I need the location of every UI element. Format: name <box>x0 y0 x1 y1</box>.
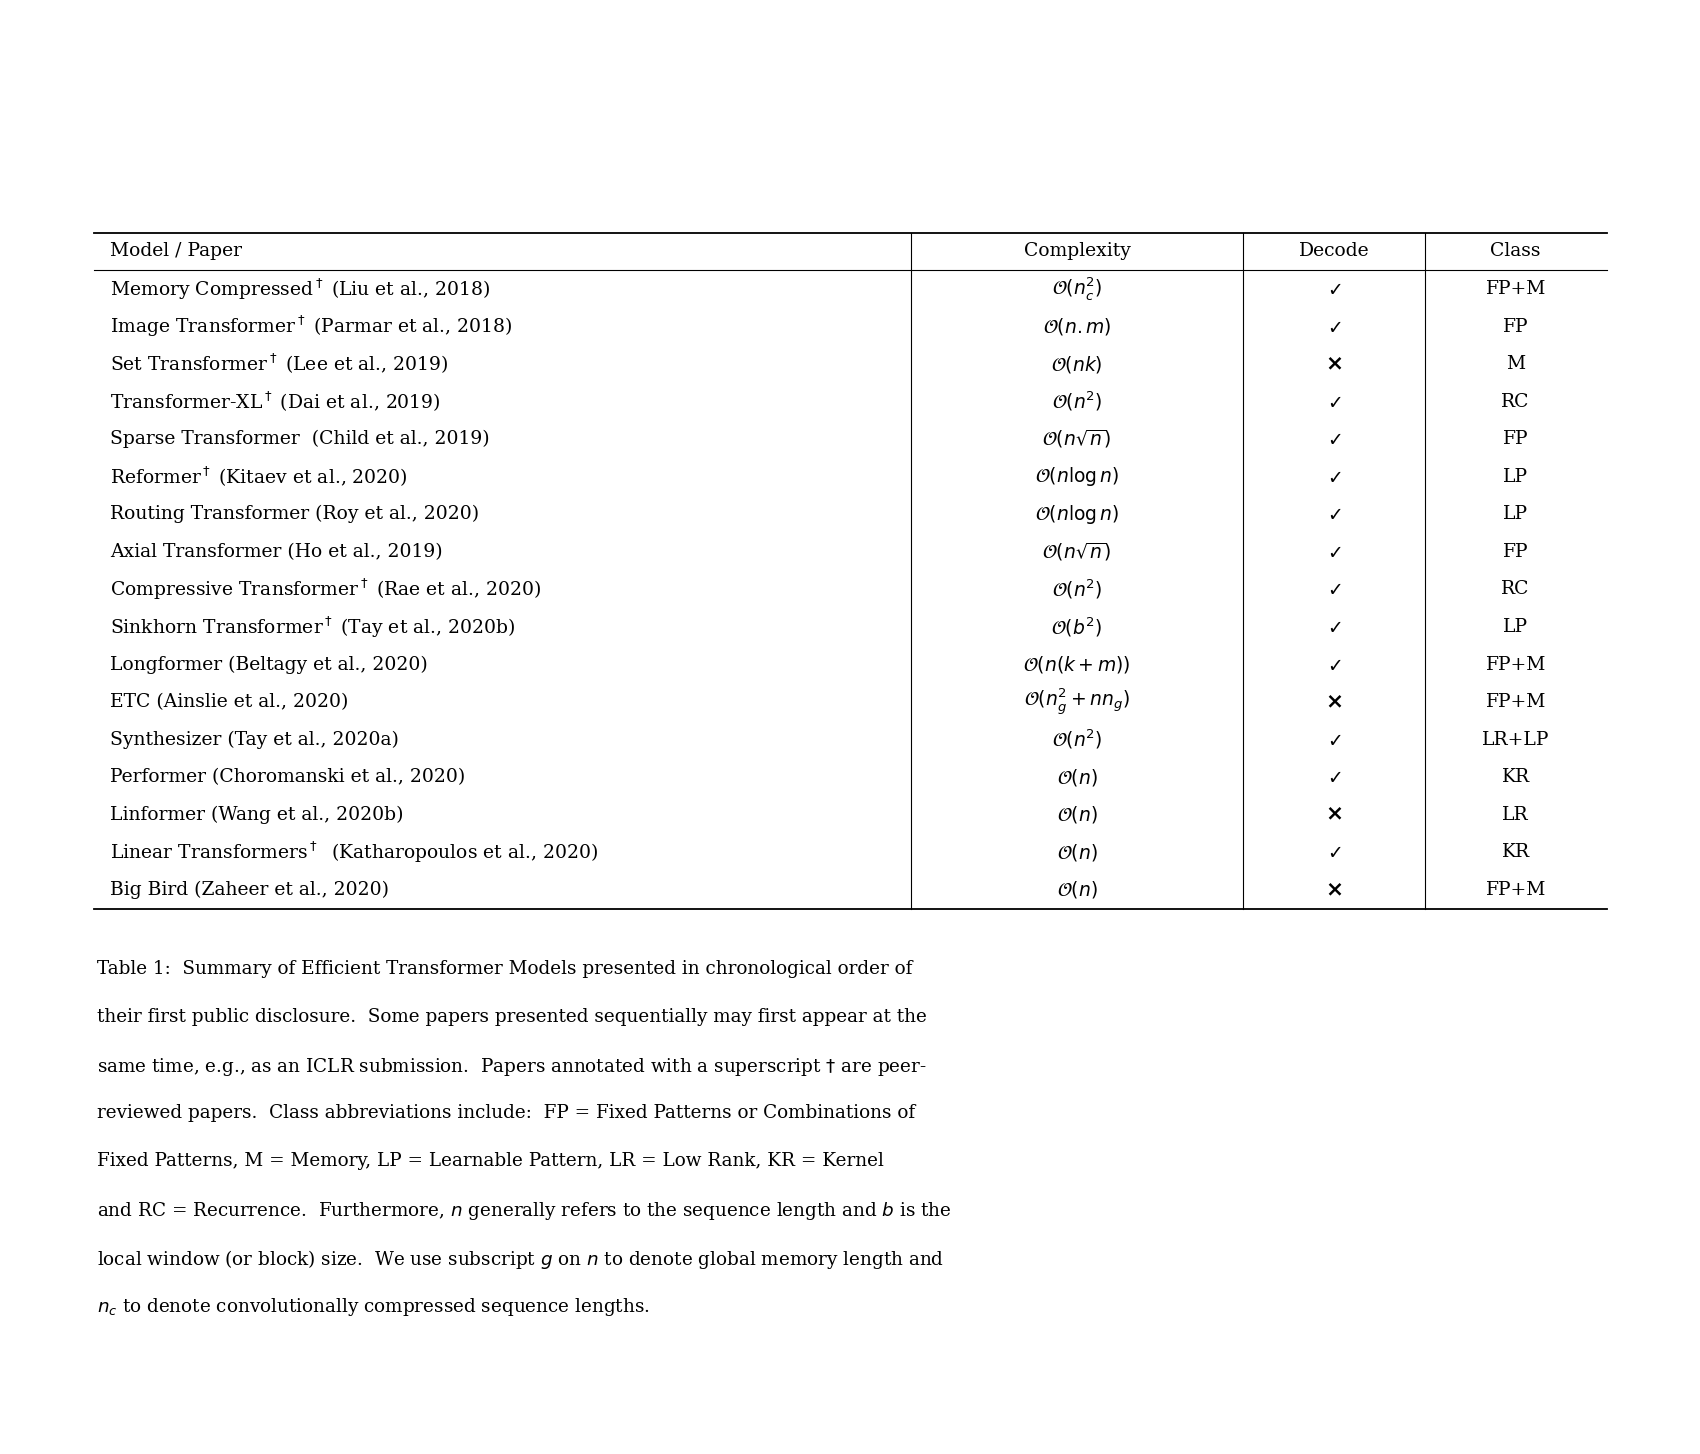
Text: $\boldsymbol{\times}$: $\boldsymbol{\times}$ <box>1326 353 1343 375</box>
Text: $\mathcal{O}(n \log n)$: $\mathcal{O}(n \log n)$ <box>1035 503 1119 526</box>
Text: $\checkmark$: $\checkmark$ <box>1328 317 1341 336</box>
Text: $\mathcal{O}(n)$: $\mathcal{O}(n)$ <box>1057 766 1097 788</box>
Text: $\mathcal{O}(nk)$: $\mathcal{O}(nk)$ <box>1051 353 1103 375</box>
Text: $\boldsymbol{\times}$: $\boldsymbol{\times}$ <box>1326 804 1343 826</box>
Text: $\mathcal{O}(b^2)$: $\mathcal{O}(b^2)$ <box>1051 615 1103 638</box>
Text: Class: Class <box>1491 243 1540 260</box>
Text: Longformer (Beltagy et al., 2020): Longformer (Beltagy et al., 2020) <box>110 656 428 673</box>
Text: $\checkmark$: $\checkmark$ <box>1328 542 1341 561</box>
Text: their first public disclosure.  Some papers presented sequentially may first app: their first public disclosure. Some pape… <box>97 1008 926 1025</box>
Text: $\checkmark$: $\checkmark$ <box>1328 580 1341 599</box>
Text: Big Bird (Zaheer et al., 2020): Big Bird (Zaheer et al., 2020) <box>110 881 389 899</box>
Text: Compressive Transformer$^\dagger$ (Rae et al., 2020): Compressive Transformer$^\dagger$ (Rae e… <box>110 577 542 602</box>
Text: Model / Paper: Model / Paper <box>110 243 243 260</box>
Text: Table 1:  Summary of Efficient Transformer Models presented in chronological ord: Table 1: Summary of Efficient Transforme… <box>97 960 913 977</box>
Text: $n_c$ to denote convolutionally compressed sequence lengths.: $n_c$ to denote convolutionally compress… <box>97 1296 649 1317</box>
Text: Sinkhorn Transformer$^\dagger$ (Tay et al., 2020b): Sinkhorn Transformer$^\dagger$ (Tay et a… <box>110 614 515 640</box>
Text: $\boldsymbol{\times}$: $\boldsymbol{\times}$ <box>1326 691 1343 712</box>
Text: Linear Transformers$^\dagger$  (Katharopoulos et al., 2020): Linear Transformers$^\dagger$ (Katharopo… <box>110 839 598 865</box>
Text: $\mathcal{O}(n_g^2 + nn_g)$: $\mathcal{O}(n_g^2 + nn_g)$ <box>1023 688 1130 717</box>
Text: FP+M: FP+M <box>1486 881 1545 899</box>
Text: Synthesizer (Tay et al., 2020a): Synthesizer (Tay et al., 2020a) <box>110 730 400 749</box>
Text: LP: LP <box>1503 506 1528 523</box>
Text: FP+M: FP+M <box>1486 656 1545 673</box>
Text: Sparse Transformer  (Child et al., 2019): Sparse Transformer (Child et al., 2019) <box>110 430 490 448</box>
Text: $\mathcal{O}(n)$: $\mathcal{O}(n)$ <box>1057 842 1097 862</box>
Text: $\mathcal{O}(n_c^2)$: $\mathcal{O}(n_c^2)$ <box>1052 275 1102 302</box>
Text: $\checkmark$: $\checkmark$ <box>1328 430 1341 448</box>
Text: $\mathcal{O}(n^2)$: $\mathcal{O}(n^2)$ <box>1052 390 1102 413</box>
Text: $\mathcal{O}(n \log n)$: $\mathcal{O}(n \log n)$ <box>1035 465 1119 489</box>
Text: ETC (Ainslie et al., 2020): ETC (Ainslie et al., 2020) <box>110 694 348 711</box>
Text: LP: LP <box>1503 618 1528 635</box>
Text: $\checkmark$: $\checkmark$ <box>1328 656 1341 673</box>
Text: $\mathcal{O}(n)$: $\mathcal{O}(n)$ <box>1057 880 1097 900</box>
Text: $\checkmark$: $\checkmark$ <box>1328 618 1341 635</box>
Text: KR: KR <box>1501 843 1530 861</box>
Text: Transformer-XL$^\dagger$ (Dai et al., 2019): Transformer-XL$^\dagger$ (Dai et al., 20… <box>110 390 440 414</box>
Text: KR: KR <box>1501 768 1530 787</box>
Text: Reformer$^\dagger$ (Kitaev et al., 2020): Reformer$^\dagger$ (Kitaev et al., 2020) <box>110 465 408 489</box>
Text: FP: FP <box>1503 317 1528 336</box>
Text: $\mathcal{O}(n^2)$: $\mathcal{O}(n^2)$ <box>1052 728 1102 752</box>
Text: LR+LP: LR+LP <box>1482 731 1549 749</box>
Text: Axial Transformer (Ho et al., 2019): Axial Transformer (Ho et al., 2019) <box>110 542 444 561</box>
Text: LP: LP <box>1503 468 1528 486</box>
Text: LR: LR <box>1503 806 1528 824</box>
Text: Routing Transformer (Roy et al., 2020): Routing Transformer (Roy et al., 2020) <box>110 505 479 523</box>
Text: Decode: Decode <box>1299 243 1370 260</box>
Text: Complexity: Complexity <box>1023 243 1130 260</box>
Text: RC: RC <box>1501 580 1530 599</box>
Text: $\checkmark$: $\checkmark$ <box>1328 506 1341 523</box>
Text: FP: FP <box>1503 430 1528 448</box>
Text: local window (or block) size.  We use subscript $g$ on $n$ to denote global memo: local window (or block) size. We use sub… <box>97 1248 944 1271</box>
Text: FP+M: FP+M <box>1486 281 1545 298</box>
Text: $\mathcal{O}(n\sqrt{n})$: $\mathcal{O}(n\sqrt{n})$ <box>1042 427 1112 451</box>
Text: Image Transformer$^\dagger$ (Parmar et al., 2018): Image Transformer$^\dagger$ (Parmar et a… <box>110 314 513 339</box>
Text: $\checkmark$: $\checkmark$ <box>1328 281 1341 298</box>
Text: Memory Compressed$^\dagger$ (Liu et al., 2018): Memory Compressed$^\dagger$ (Liu et al.,… <box>110 276 491 302</box>
Text: $\checkmark$: $\checkmark$ <box>1328 393 1341 410</box>
Text: Linformer (Wang et al., 2020b): Linformer (Wang et al., 2020b) <box>110 806 405 824</box>
Text: M: M <box>1506 355 1525 374</box>
Text: reviewed papers.  Class abbreviations include:  FP = Fixed Patterns or Combinati: reviewed papers. Class abbreviations inc… <box>97 1104 915 1121</box>
Text: $\mathcal{O}(n.m)$: $\mathcal{O}(n.m)$ <box>1042 316 1112 337</box>
Text: $\mathcal{O}(n^2)$: $\mathcal{O}(n^2)$ <box>1052 577 1102 601</box>
Text: $\boldsymbol{\times}$: $\boldsymbol{\times}$ <box>1326 880 1343 901</box>
Text: Performer (Choromanski et al., 2020): Performer (Choromanski et al., 2020) <box>110 768 466 787</box>
Text: and RC = Recurrence.  Furthermore, $n$ generally refers to the sequence length a: and RC = Recurrence. Furthermore, $n$ ge… <box>97 1200 952 1221</box>
Text: FP: FP <box>1503 542 1528 561</box>
Text: $\checkmark$: $\checkmark$ <box>1328 468 1341 486</box>
Text: Fixed Patterns, M = Memory, LP = Learnable Pattern, LR = Low Rank, KR = Kernel: Fixed Patterns, M = Memory, LP = Learnab… <box>97 1152 884 1169</box>
Text: $\mathcal{O}(n\sqrt{n})$: $\mathcal{O}(n\sqrt{n})$ <box>1042 541 1112 563</box>
Text: $\mathcal{O}(n(k + m))$: $\mathcal{O}(n(k + m))$ <box>1023 654 1130 675</box>
Text: RC: RC <box>1501 393 1530 410</box>
Text: $\checkmark$: $\checkmark$ <box>1328 843 1341 861</box>
Text: Set Transformer$^\dagger$ (Lee et al., 2019): Set Transformer$^\dagger$ (Lee et al., 2… <box>110 352 449 377</box>
Text: $\checkmark$: $\checkmark$ <box>1328 731 1341 749</box>
Text: FP+M: FP+M <box>1486 694 1545 711</box>
Text: same time, e.g., as an ICLR submission.  Papers annotated with a superscript $\d: same time, e.g., as an ICLR submission. … <box>97 1056 926 1077</box>
Text: $\checkmark$: $\checkmark$ <box>1328 768 1341 787</box>
Text: $\mathcal{O}(n)$: $\mathcal{O}(n)$ <box>1057 804 1097 826</box>
